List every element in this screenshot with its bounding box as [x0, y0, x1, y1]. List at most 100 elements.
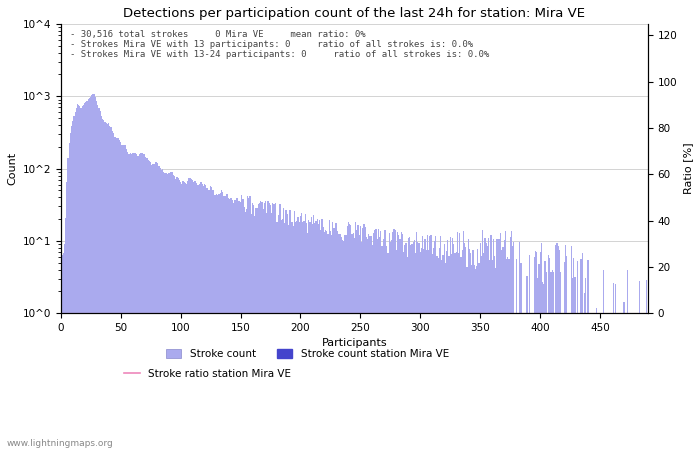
Bar: [346, 226, 348, 450]
Bar: [139, 154, 141, 450]
Bar: [591, 313, 592, 450]
Bar: [287, 214, 288, 450]
Text: www.lightningmaps.org: www.lightningmaps.org: [7, 439, 113, 448]
Bar: [206, 188, 207, 450]
Bar: [163, 172, 164, 450]
Bar: [444, 244, 445, 450]
Bar: [374, 230, 375, 450]
Bar: [456, 252, 457, 450]
Bar: [449, 237, 451, 450]
Bar: [108, 123, 109, 450]
Bar: [291, 222, 293, 450]
Bar: [193, 183, 195, 450]
Bar: [69, 143, 70, 450]
Bar: [596, 308, 597, 450]
Bar: [174, 176, 175, 450]
Bar: [480, 243, 481, 450]
Bar: [113, 133, 114, 450]
Bar: [621, 313, 622, 450]
Bar: [66, 182, 67, 450]
Bar: [180, 182, 181, 450]
Bar: [407, 238, 409, 450]
Bar: [466, 267, 468, 450]
Bar: [644, 313, 645, 450]
Bar: [550, 272, 552, 450]
Bar: [597, 313, 598, 450]
Bar: [604, 313, 606, 450]
Bar: [585, 278, 587, 450]
Bar: [615, 284, 616, 450]
Bar: [172, 172, 173, 450]
Bar: [149, 161, 150, 450]
Bar: [234, 200, 235, 450]
Bar: [242, 199, 244, 450]
Bar: [404, 245, 405, 450]
Bar: [190, 178, 191, 450]
Bar: [170, 171, 172, 450]
Bar: [144, 154, 145, 450]
Bar: [230, 198, 232, 450]
Bar: [427, 235, 428, 450]
Bar: [323, 226, 324, 450]
Bar: [355, 222, 356, 450]
Bar: [366, 237, 367, 450]
Bar: [119, 140, 120, 450]
Bar: [333, 228, 335, 450]
Bar: [542, 282, 543, 450]
Bar: [358, 235, 360, 450]
Bar: [300, 216, 301, 450]
Bar: [598, 313, 599, 450]
Bar: [256, 208, 257, 450]
Bar: [173, 175, 174, 450]
Bar: [210, 186, 211, 450]
Bar: [468, 239, 469, 450]
Bar: [181, 184, 183, 450]
Bar: [130, 153, 131, 450]
Bar: [82, 106, 83, 450]
Bar: [282, 220, 283, 450]
Bar: [348, 221, 349, 450]
Bar: [599, 313, 601, 450]
Bar: [473, 250, 474, 450]
Bar: [298, 217, 299, 450]
Bar: [556, 243, 557, 450]
Bar: [209, 190, 210, 450]
Bar: [389, 233, 390, 450]
Bar: [335, 223, 336, 450]
Bar: [116, 138, 118, 450]
Bar: [433, 248, 434, 450]
Bar: [641, 313, 643, 450]
Bar: [535, 251, 536, 450]
Bar: [575, 313, 577, 450]
Bar: [319, 220, 320, 450]
Bar: [128, 154, 130, 450]
Bar: [616, 313, 617, 450]
Bar: [106, 122, 107, 450]
Bar: [77, 104, 78, 450]
Bar: [304, 213, 306, 450]
Bar: [241, 195, 242, 450]
Bar: [457, 232, 458, 450]
Bar: [631, 313, 632, 450]
Bar: [89, 98, 90, 450]
Bar: [464, 243, 466, 450]
Bar: [614, 313, 615, 450]
Bar: [156, 162, 158, 450]
Bar: [164, 173, 166, 450]
Bar: [552, 270, 553, 450]
Bar: [549, 258, 550, 450]
Bar: [526, 276, 528, 450]
Bar: [354, 238, 355, 450]
Bar: [296, 221, 297, 450]
Bar: [402, 234, 403, 450]
Bar: [395, 250, 397, 450]
Bar: [582, 313, 584, 450]
Bar: [216, 194, 217, 450]
Bar: [420, 252, 421, 450]
Bar: [421, 248, 422, 450]
Bar: [417, 242, 419, 450]
Bar: [498, 239, 499, 450]
Bar: [356, 230, 358, 450]
Bar: [608, 313, 609, 450]
Bar: [491, 260, 493, 450]
